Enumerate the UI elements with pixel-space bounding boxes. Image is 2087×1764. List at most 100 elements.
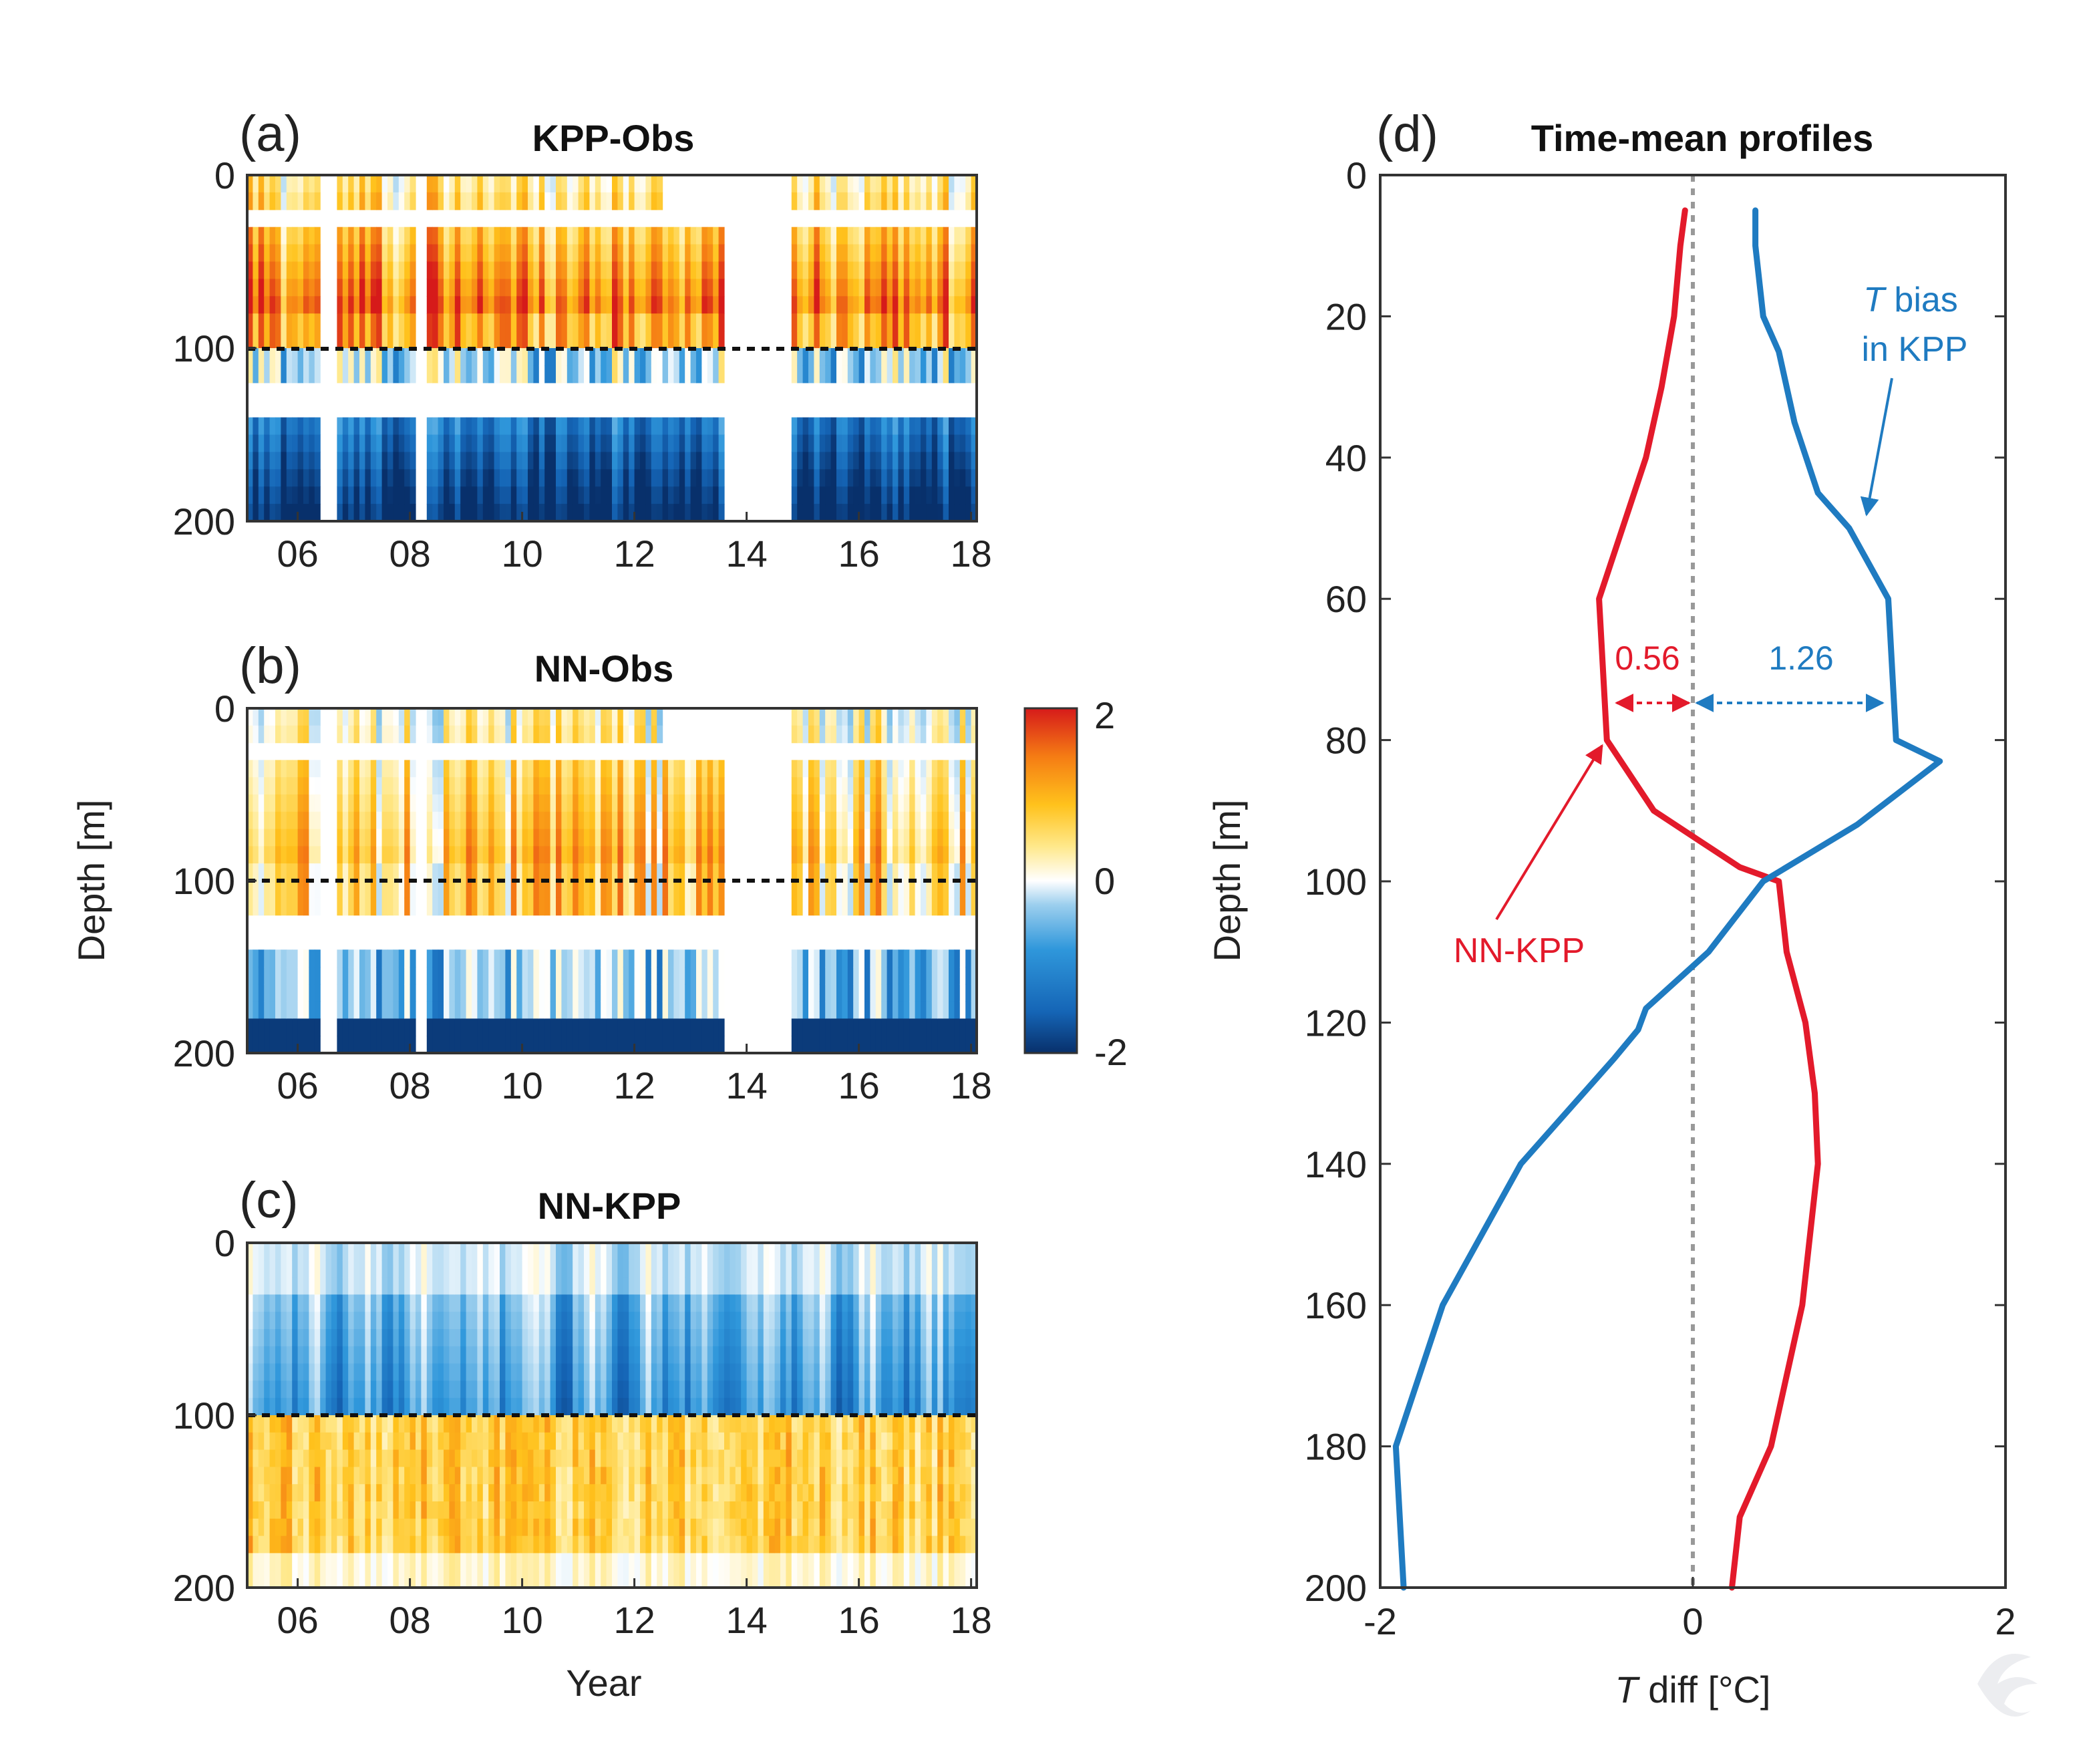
heatmap-cell xyxy=(791,794,798,813)
heatmap-cell xyxy=(410,417,416,436)
heatmap-cell xyxy=(561,1432,568,1451)
heatmap-cell xyxy=(258,967,265,985)
heatmap-cell xyxy=(550,1001,556,1019)
heatmap-cell xyxy=(269,1363,276,1381)
heatmap-cell xyxy=(320,1570,327,1588)
heatmap-cell xyxy=(398,486,405,504)
heatmap-cell xyxy=(718,881,725,899)
heatmap-cell xyxy=(359,365,365,384)
heatmap-cell xyxy=(309,881,315,899)
heatmap-cell xyxy=(954,279,961,297)
heatmap-cell xyxy=(258,1018,265,1036)
heatmap-cell xyxy=(623,227,629,245)
heatmap-cell xyxy=(898,811,905,830)
heatmap-cell xyxy=(466,760,472,778)
heatmap-cell xyxy=(584,244,590,263)
heatmap-cell xyxy=(533,1415,540,1433)
panel-a-label: (a) xyxy=(239,106,301,162)
heatmap-cell xyxy=(949,469,955,487)
heatmap-cell xyxy=(365,1501,371,1519)
heatmap-cell xyxy=(640,984,646,1002)
heatmap-cell xyxy=(903,331,910,349)
heatmap-cell xyxy=(544,417,551,436)
heatmap-cell xyxy=(657,1036,663,1054)
heatmap-cell xyxy=(500,261,506,279)
heatmap-cell xyxy=(426,949,433,968)
heatmap-cell xyxy=(522,1553,528,1571)
heatmap-cell xyxy=(398,279,405,297)
heatmap-cell xyxy=(875,469,882,487)
heatmap-cell xyxy=(444,863,450,881)
heatmap-cell xyxy=(359,1535,365,1554)
heatmap-cell xyxy=(398,1501,405,1519)
heatmap-cell xyxy=(460,1294,467,1312)
heatmap-cell xyxy=(679,227,685,245)
heatmap-cell xyxy=(870,348,876,366)
heatmap-cell xyxy=(281,244,287,263)
heatmap-cell xyxy=(460,846,467,864)
heatmap-cell xyxy=(494,984,500,1002)
heatmap-cell xyxy=(376,1553,383,1571)
heatmap-cell xyxy=(505,313,512,331)
heatmap-cell xyxy=(701,348,708,366)
heatmap-cell xyxy=(404,244,411,263)
heatmap-cell xyxy=(640,949,646,968)
heatmap-cell xyxy=(842,175,848,193)
heatmap-cell xyxy=(404,1018,411,1036)
heatmap-cell xyxy=(449,1432,456,1451)
heatmap-cell xyxy=(348,261,355,279)
heatmap-cell xyxy=(466,708,472,726)
heatmap-cell xyxy=(421,1346,428,1364)
heatmap-cell xyxy=(842,504,848,522)
heatmap-cell xyxy=(309,1294,315,1312)
heatmap-cell xyxy=(915,967,921,985)
heatmap-cell xyxy=(629,261,635,279)
heatmap-cell xyxy=(269,1243,276,1261)
heatmap-cell xyxy=(808,1018,814,1036)
heatmap-cell xyxy=(522,227,528,245)
heatmap-cell xyxy=(466,1398,472,1416)
heatmap-cell xyxy=(898,846,905,864)
heatmap-cell xyxy=(510,1467,517,1485)
heatmap-cell xyxy=(931,296,938,314)
heatmap-cell xyxy=(690,811,697,830)
heatmap-cell xyxy=(426,725,433,744)
heatmap-cell xyxy=(516,1294,523,1312)
heatmap-cell xyxy=(438,1467,444,1485)
heatmap-cell xyxy=(965,227,972,245)
heatmap-cell xyxy=(432,829,439,847)
heatmap-cell xyxy=(348,1018,355,1036)
heatmap-cell xyxy=(971,296,977,314)
heatmap-cell xyxy=(292,1484,299,1502)
heatmap-cell xyxy=(331,1570,337,1588)
heatmap-cell xyxy=(353,1346,360,1364)
heatmap-cell xyxy=(370,1260,377,1278)
heatmap-cell xyxy=(292,1363,299,1381)
heatmap-cell xyxy=(875,794,882,813)
heatmap-cell xyxy=(802,417,809,436)
heatmap-cell xyxy=(623,760,629,778)
heatmap-cell xyxy=(819,434,826,452)
heatmap-cell xyxy=(449,434,456,452)
heatmap-cell xyxy=(454,1553,461,1571)
heatmap-cell xyxy=(444,794,450,813)
heatmap-cell xyxy=(398,469,405,487)
heatmap-cell xyxy=(393,897,399,916)
heatmap-cell xyxy=(842,708,848,726)
heatmap-cell xyxy=(522,725,528,744)
heatmap-cell xyxy=(410,486,416,504)
heatmap-cell xyxy=(286,967,293,985)
heatmap-cell xyxy=(544,1363,551,1381)
heatmap-cell xyxy=(802,261,809,279)
heatmap-cell xyxy=(836,331,842,349)
heatmap-cell xyxy=(365,434,371,452)
heatmap-cell xyxy=(381,881,388,899)
heatmap-cell xyxy=(528,469,534,487)
heatmap-cell xyxy=(589,829,596,847)
heatmap-cell xyxy=(393,469,399,487)
heatmap-cell xyxy=(550,486,556,504)
heatmap-cell xyxy=(482,1346,489,1364)
heatmap-cell xyxy=(875,984,882,1002)
heatmap-cell xyxy=(454,725,461,744)
heatmap-cell xyxy=(825,725,832,744)
